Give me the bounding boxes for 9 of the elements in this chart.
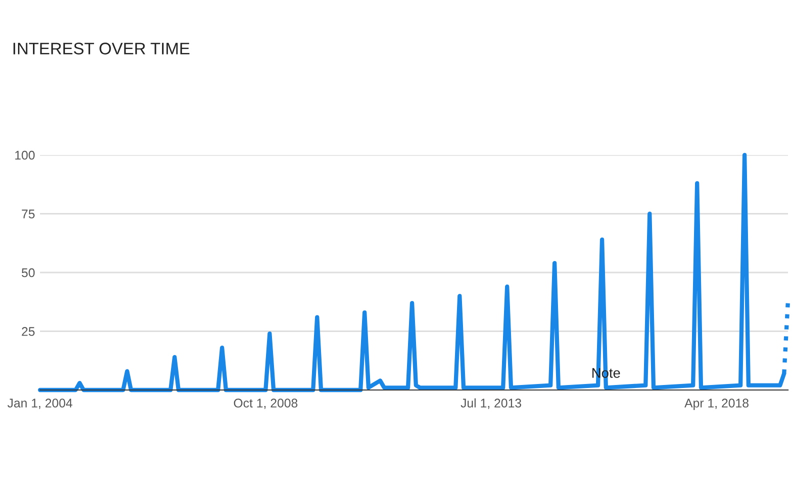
y-tick-label: 75 bbox=[22, 210, 35, 218]
x-tick-label: Apr 1, 2018 bbox=[684, 398, 749, 410]
y-tick-label: 25 bbox=[22, 327, 35, 336]
x-tick-label: Oct 1, 2008 bbox=[234, 398, 298, 409]
y-tick-label: 50 bbox=[22, 268, 35, 278]
x-tick-label: Jul 1, 2013 bbox=[460, 398, 522, 409]
y-tick-label: 100 bbox=[15, 150, 35, 160]
chart-title: INTEREST OVER TIME bbox=[14, 42, 190, 54]
x-tick-label: Jan 1, 2004 bbox=[8, 398, 72, 409]
